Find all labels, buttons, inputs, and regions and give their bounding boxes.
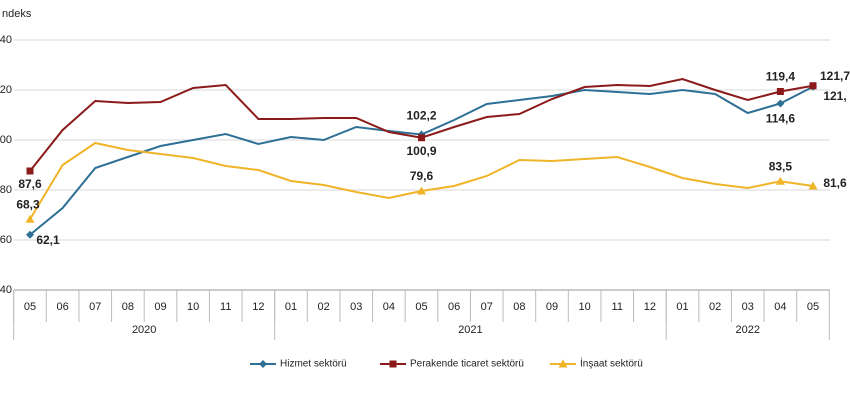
point — [775, 176, 785, 185]
data-label: 114,6 — [766, 112, 796, 126]
legend-label: Hizmet sektörü — [280, 359, 347, 370]
x-tick-label: 10 — [187, 301, 199, 313]
x-tick-label: 08 — [122, 301, 134, 313]
data-label: 100,9 — [406, 144, 436, 158]
x-tick-label: 02 — [318, 301, 330, 313]
x-tick-label: 11 — [612, 301, 623, 313]
data-label: 68,3 — [16, 197, 40, 211]
point — [809, 82, 817, 90]
point — [26, 230, 34, 239]
data-label: 83,5 — [769, 159, 793, 173]
point — [389, 360, 397, 368]
x-tick-label: 04 — [383, 301, 395, 313]
point — [776, 88, 784, 95]
data-label: 121, — [823, 89, 846, 103]
y-tick-label: 120 — [0, 84, 12, 96]
legend-label: Perakende ticaret sektörü — [410, 359, 524, 370]
point — [417, 186, 426, 195]
data-label: 119,4 — [766, 70, 796, 84]
point — [26, 167, 34, 175]
x-tick-label: 06 — [57, 301, 69, 313]
x-tick-label: 12 — [644, 301, 656, 313]
x-tick-label: 12 — [252, 301, 264, 313]
y-axis-label: ndeks — [2, 8, 32, 20]
point — [418, 134, 425, 142]
x-tick-label: 05 — [415, 301, 427, 313]
point — [558, 359, 568, 368]
y-tick-label: 60 — [0, 234, 12, 246]
point — [776, 99, 785, 108]
x-tick-label: 07 — [89, 301, 101, 313]
x-tick-label: 08 — [513, 301, 525, 313]
data-label: 62,1 — [36, 233, 60, 247]
x-tick-label: 03 — [742, 301, 754, 313]
point — [808, 181, 818, 190]
point — [25, 214, 35, 223]
x-tick-label: 09 — [546, 301, 558, 313]
x-tick-label: 10 — [579, 301, 591, 313]
x-tick-label: 05 — [24, 301, 36, 313]
y-tick-label: 80 — [0, 184, 12, 196]
x-tick-label: 02 — [709, 301, 721, 313]
x-tick-label: 01 — [676, 301, 688, 313]
data-label: 79,6 — [410, 169, 434, 183]
data-label: 87,6 — [18, 177, 42, 191]
data-label: 81,6 — [823, 176, 847, 190]
x-tick-label: 03 — [350, 301, 362, 313]
point — [259, 360, 267, 368]
y-tick-label: 140 — [0, 34, 12, 46]
x-group-label: 2022 — [736, 324, 760, 336]
x-tick-label: 06 — [448, 301, 460, 313]
x-tick-label: 09 — [154, 301, 166, 313]
x-group-label: 2021 — [458, 324, 482, 336]
x-tick-label: 07 — [481, 301, 493, 313]
legend-label: İnşaat sektörü — [580, 357, 643, 370]
x-tick-label: 05 — [807, 301, 819, 313]
x-tick-label: 04 — [774, 301, 786, 313]
x-tick-label: 01 — [285, 301, 297, 313]
data-label: 121,7 — [820, 69, 850, 83]
x-group-label: 2020 — [132, 324, 156, 336]
y-tick-label: 40 — [0, 284, 12, 296]
y-tick-label: 100 — [0, 134, 12, 146]
data-label: 102,2 — [406, 109, 436, 123]
x-tick-label: 11 — [220, 301, 231, 313]
